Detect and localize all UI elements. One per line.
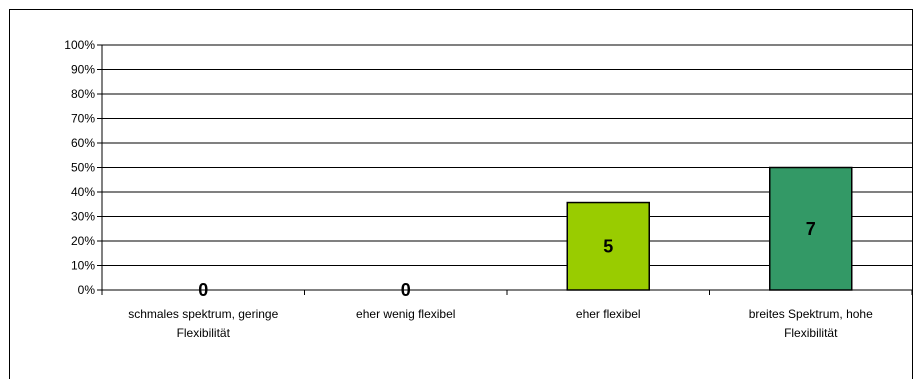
- x-category-label: breites Spektrum, hohe: [749, 307, 873, 321]
- x-category-label: Flexibilität: [784, 326, 838, 340]
- y-tick-label: 80%: [71, 87, 95, 101]
- y-tick-label: 40%: [71, 185, 95, 199]
- chart-frame: [9, 9, 913, 379]
- bar: [769, 166, 853, 291]
- data-label: 7: [806, 219, 816, 239]
- x-category-label: schmales spektrum, geringe: [128, 307, 278, 321]
- x-category-label: eher flexibel: [576, 307, 641, 321]
- data-label: 5: [603, 236, 613, 256]
- y-tick-label: 30%: [71, 210, 95, 224]
- bar-chart: 0%10%20%30%40%50%60%70%80%90%100%0 057sch…: [64, 38, 913, 340]
- bar: [566, 201, 650, 291]
- y-tick-label: 60%: [71, 136, 95, 150]
- x-category-label: eher wenig flexibel: [356, 307, 455, 321]
- y-tick-label: 90%: [71, 63, 95, 77]
- x-category-label: Flexibilität: [177, 326, 231, 340]
- y-tick-label: 50%: [71, 161, 95, 175]
- y-tick-label: 0%: [78, 283, 96, 297]
- y-tick-label: 70%: [71, 112, 95, 126]
- y-tick-label: 100%: [64, 38, 95, 52]
- y-tick-label: 20%: [71, 234, 95, 248]
- y-tick-label: 10%: [71, 259, 95, 273]
